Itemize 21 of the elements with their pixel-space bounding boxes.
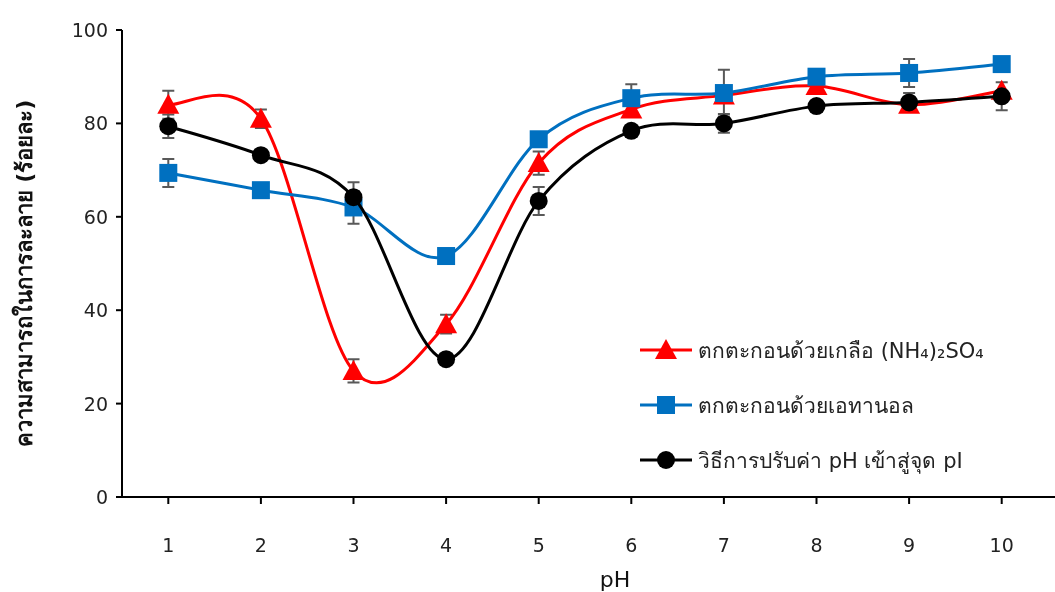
x-tick-label: 1 bbox=[162, 534, 175, 556]
x-tick-label: 8 bbox=[810, 534, 823, 556]
y-tick-label: 60 bbox=[83, 205, 108, 228]
legend-label: ตกตะกอนด้วยเกลือ (NH₄)₂SO₄ bbox=[698, 339, 984, 363]
x-axis-title: pH bbox=[599, 567, 631, 592]
x-tick-label: 10 bbox=[989, 534, 1014, 556]
y-tick-label: 20 bbox=[83, 392, 108, 415]
y-tick-label: 100 bbox=[71, 19, 108, 41]
x-tick-label: 5 bbox=[532, 534, 545, 556]
y-tick-label: 40 bbox=[83, 299, 108, 322]
x-tick-label: 3 bbox=[347, 534, 360, 556]
x-tick-label: 4 bbox=[440, 534, 453, 556]
x-tick-label: 2 bbox=[254, 534, 267, 556]
x-tick-label: 7 bbox=[717, 534, 730, 556]
x-tick-label: 6 bbox=[625, 534, 638, 556]
y-tick-label: 0 bbox=[95, 486, 108, 508]
y-tick-label: 80 bbox=[83, 112, 108, 135]
x-tick-label: 9 bbox=[903, 534, 916, 556]
legend-label: ตกตะกอนด้วยเอทานอล bbox=[698, 394, 914, 418]
legend-label: วิธีการปรับค่า pH เข้าสู่จุด pI bbox=[698, 449, 963, 474]
y-axis-title: ความสามารถในการละลาย (ร้อยละ) bbox=[11, 99, 37, 448]
